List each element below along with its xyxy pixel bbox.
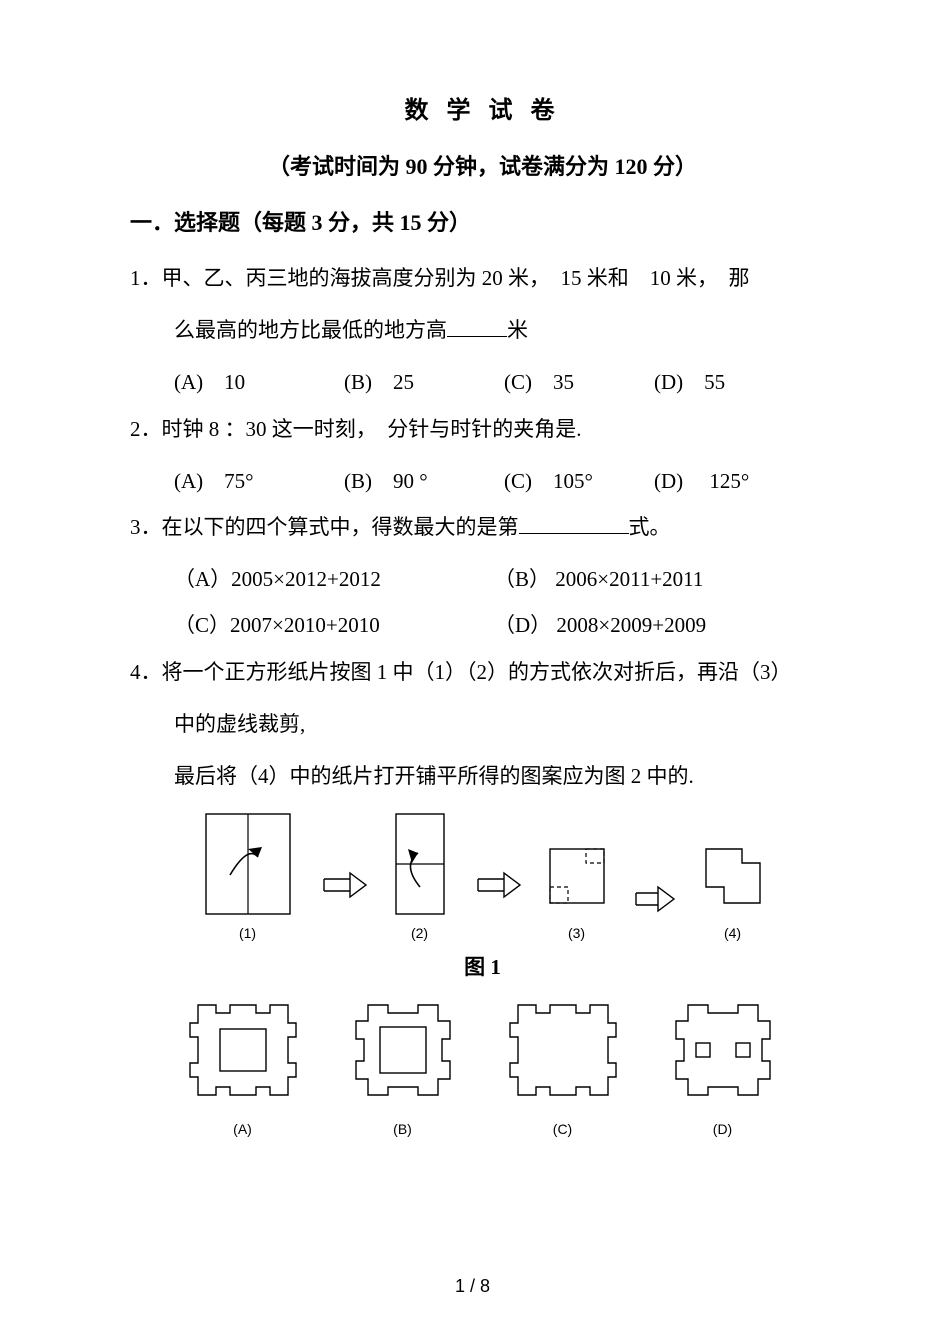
- fig2-d: (D): [658, 995, 788, 1137]
- q3-options-row1: （A）2005×2012+2012 （B） 2006×2011+2011: [130, 556, 835, 602]
- q1-line1b: 么最高的地方比最低的地方高: [174, 318, 447, 342]
- q2-opt-b: (B) 90 °: [344, 458, 504, 504]
- page-number: 1 / 8: [0, 1276, 945, 1297]
- q2-number: 2．: [130, 417, 162, 441]
- q2-options: (A) 75° (B) 90 ° (C) 105° (D) 125°: [130, 458, 835, 504]
- q1-opt-b: (B) 25: [344, 359, 504, 405]
- arrow-icon: [472, 831, 522, 941]
- arrow-icon: [318, 831, 368, 941]
- fig2-c: (C): [498, 995, 628, 1137]
- q1-blank: [447, 315, 507, 337]
- fig2-label-a: (A): [178, 1121, 308, 1137]
- fig1-step3-svg: [542, 839, 612, 919]
- q3-opt-d: （D） 2008×2009+2009: [494, 602, 706, 648]
- q3-number: 3．: [130, 515, 162, 539]
- fig1-step2: (2): [388, 809, 452, 941]
- arrow-icon: [632, 861, 678, 941]
- q3-opt-c: （C）2007×2010+2010: [174, 602, 494, 648]
- question-1-cont: 么最高的地方比最低的地方高 米: [130, 307, 835, 353]
- q3-options-row2: （C）2007×2010+2010 （D） 2008×2009+2009: [130, 602, 835, 648]
- fig1-step4-svg: [698, 839, 768, 919]
- fig2-d-svg: [658, 995, 788, 1115]
- exam-page: 数 学 试 卷 （考试时间为 90 分钟，试卷满分为 120 分） 一．选择题（…: [0, 0, 945, 1337]
- q1-opt-c: (C) 35: [504, 359, 654, 405]
- fig2-a-svg: [178, 995, 308, 1115]
- page-title: 数 学 试 卷: [130, 90, 835, 125]
- figure-2-row: (A) (B) (C) (D): [130, 995, 835, 1137]
- section-heading: 一．选择题（每题 3 分，共 15 分）: [130, 205, 835, 237]
- q3-blank: [519, 512, 629, 534]
- figure-1-row: (1) (2): [130, 809, 835, 941]
- fig2-c-svg: [498, 995, 628, 1115]
- fig1-label-3: (3): [542, 925, 612, 941]
- fig2-label-c: (C): [498, 1121, 628, 1137]
- q4-line3: 最后将（4）中的纸片打开铺平所得的图案应为图 2 中的.: [174, 764, 694, 788]
- fig1-step2-svg: [388, 809, 452, 919]
- fig2-label-d: (D): [658, 1121, 788, 1137]
- exam-subtitle: （考试时间为 90 分钟，试卷满分为 120 分）: [130, 149, 835, 181]
- fig1-step1-svg: [198, 809, 298, 919]
- q3-opt-b: （B） 2006×2011+2011: [494, 556, 703, 602]
- question-4-l2: 中的虚线裁剪,: [130, 701, 835, 747]
- fig1-label-1: (1): [198, 925, 298, 941]
- q1-opt-a: (A) 10: [174, 359, 344, 405]
- q2-opt-a: (A) 75°: [174, 458, 344, 504]
- q3-text1: 在以下的四个算式中，得数最大的是第: [162, 515, 519, 539]
- q2-opt-c: (C) 105°: [504, 458, 654, 504]
- q2-opt-d: (D) 125°: [654, 458, 749, 504]
- q2-text: 时钟 8 ：30 这一时刻， 分针与时针的夹角是.: [162, 417, 582, 441]
- fig2-b-svg: [338, 995, 468, 1115]
- fig1-label-4: (4): [698, 925, 768, 941]
- q1-options: (A) 10 (B) 25 (C) 35 (D) 55: [130, 359, 835, 405]
- question-4: 4．将一个正方形纸片按图 1 中（1）（2）的方式依次对折后，再沿（3）: [130, 649, 835, 695]
- fig2-label-b: (B): [338, 1121, 468, 1137]
- question-1: 1．甲、乙、丙三地的海拔高度分别为 20 米， 15 米和 10 米， 那: [130, 255, 835, 301]
- q4-line2: 中的虚线裁剪,: [174, 712, 305, 736]
- question-3: 3．在以下的四个算式中，得数最大的是第 式。: [130, 504, 835, 550]
- q3-text2: 式。: [629, 515, 671, 539]
- q3-opt-a: （A）2005×2012+2012: [174, 556, 494, 602]
- fig2-b: (B): [338, 995, 468, 1137]
- q1-line1a: 甲、乙、丙三地的海拔高度分别为 20 米， 15 米和 10 米， 那: [162, 266, 750, 290]
- fig1-label-2: (2): [388, 925, 452, 941]
- fig1-step1: (1): [198, 809, 298, 941]
- q1-number: 1．: [130, 266, 162, 290]
- q1-line1c: 米: [507, 318, 528, 342]
- question-4-l3: 最后将（4）中的纸片打开铺平所得的图案应为图 2 中的.: [130, 753, 835, 799]
- question-2: 2．时钟 8 ：30 这一时刻， 分针与时针的夹角是.: [130, 406, 835, 452]
- q1-opt-d: (D) 55: [654, 359, 725, 405]
- q4-line1: 将一个正方形纸片按图 1 中（1）（2）的方式依次对折后，再沿（3）: [162, 660, 792, 684]
- q4-number: 4．: [130, 660, 162, 684]
- figure-1-caption: 图 1: [130, 951, 835, 981]
- fig1-step4: (4): [698, 839, 768, 941]
- fig1-step3: (3): [542, 839, 612, 941]
- fig2-a: (A): [178, 995, 308, 1137]
